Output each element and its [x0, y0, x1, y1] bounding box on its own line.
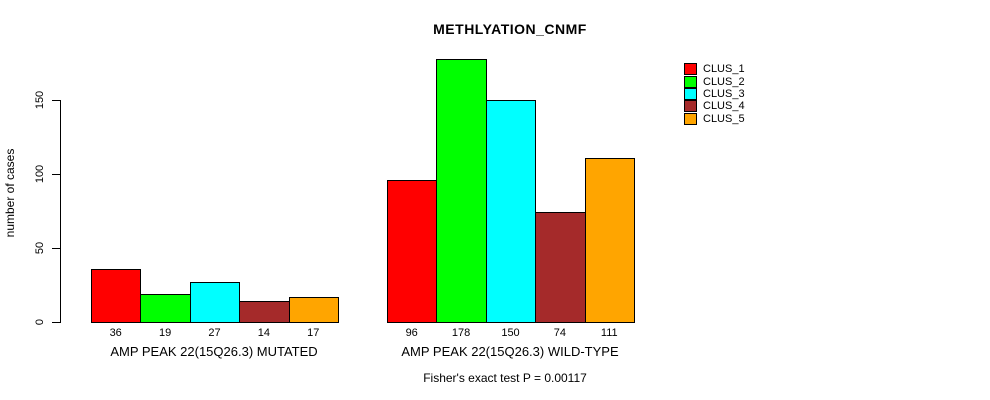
legend-label: CLUS_2	[703, 75, 745, 88]
legend-item-clus_2: CLUS_2	[684, 75, 745, 88]
legend-item-clus_5: CLUS_5	[684, 112, 745, 125]
legend: CLUS_1 CLUS_2 CLUS_3 CLUS_4 CLUS_5	[684, 63, 745, 125]
legend-item-clus_3: CLUS_3	[684, 87, 745, 100]
bar-clus_4	[239, 301, 290, 323]
legend-label: CLUS_5	[703, 112, 745, 125]
y-axis-line	[60, 100, 61, 323]
bar-clus_1	[91, 269, 142, 323]
bar-clus_4	[535, 212, 586, 323]
legend-item-clus_1: CLUS_1	[684, 63, 745, 76]
bar-value-label: 19	[158, 327, 172, 339]
bar-value-label: 74	[553, 327, 567, 339]
legend-swatch-icon	[684, 63, 697, 76]
bar-value-label: 36	[109, 327, 122, 339]
bar-value-label: 111	[600, 327, 618, 339]
group-label-mutated: AMP PEAK 22(15Q26.3) MUTATED	[110, 344, 318, 359]
legend-label: CLUS_4	[703, 100, 745, 113]
bar-value-label: 14	[257, 327, 271, 339]
bar-value-label: 96	[405, 327, 418, 339]
bar-clus_3	[189, 282, 241, 323]
y-tick-mark	[52, 100, 60, 101]
bar-clus_5	[288, 297, 339, 323]
bar-clus_1	[387, 180, 438, 323]
bar-value-label: 17	[307, 327, 320, 339]
group-label-wild-type: AMP PEAK 22(15Q26.3) WILD-TYPE	[401, 344, 619, 359]
bar-value-label: 27	[208, 327, 221, 339]
legend-swatch-icon	[684, 87, 697, 100]
legend-swatch-icon	[684, 100, 697, 113]
bar-clus_5	[584, 158, 635, 323]
legend-label: CLUS_3	[703, 87, 745, 100]
legend-swatch-icon	[684, 112, 697, 125]
y-tick-mark	[52, 322, 60, 323]
legend-item-clus_4: CLUS_4	[684, 100, 745, 113]
bar-value-label: 178	[451, 327, 471, 339]
legend-label: CLUS_1	[703, 63, 745, 76]
y-tick-mark	[52, 174, 60, 175]
chart-title: METHLYATION_CNMF	[433, 21, 587, 37]
legend-swatch-icon	[684, 75, 697, 88]
footnote-pvalue: Fisher's exact test P = 0.00117	[423, 371, 587, 385]
bar-clus_3	[485, 100, 537, 323]
bar-clus_2	[140, 294, 191, 323]
bar-clus_2	[436, 59, 487, 323]
bar-value-label: 150	[501, 327, 520, 339]
y-tick-mark	[52, 248, 60, 249]
